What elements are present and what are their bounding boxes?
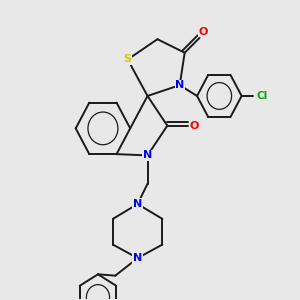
Text: N: N — [133, 199, 142, 209]
Text: S: S — [124, 55, 132, 64]
Text: N: N — [175, 80, 184, 90]
Text: N: N — [143, 150, 152, 161]
Text: O: O — [199, 27, 208, 37]
Text: O: O — [189, 121, 199, 131]
Text: Cl: Cl — [256, 91, 268, 101]
Text: N: N — [133, 253, 142, 263]
